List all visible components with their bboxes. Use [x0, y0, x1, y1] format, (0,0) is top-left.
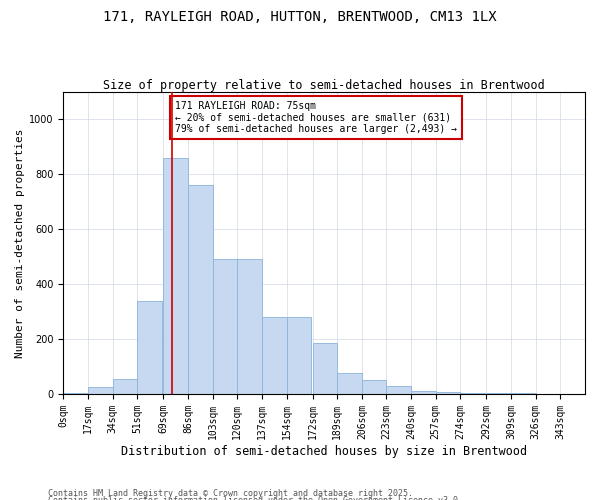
Bar	[313, 343, 337, 394]
Bar	[411, 391, 436, 394]
Bar	[287, 317, 311, 394]
Bar	[460, 393, 485, 394]
Bar	[88, 387, 113, 394]
Text: 171, RAYLEIGH ROAD, HUTTON, BRENTWOOD, CM13 1LX: 171, RAYLEIGH ROAD, HUTTON, BRENTWOOD, C…	[103, 10, 497, 24]
Bar	[436, 392, 460, 394]
Bar	[487, 393, 511, 394]
Text: Contains HM Land Registry data © Crown copyright and database right 2025.: Contains HM Land Registry data © Crown c…	[48, 488, 413, 498]
Bar	[113, 379, 137, 394]
Text: Contains public sector information licensed under the Open Government Licence v3: Contains public sector information licen…	[48, 496, 463, 500]
Bar	[163, 158, 188, 394]
Bar	[188, 186, 212, 394]
Bar	[212, 260, 237, 394]
Y-axis label: Number of semi-detached properties: Number of semi-detached properties	[15, 128, 25, 358]
Bar	[237, 260, 262, 394]
X-axis label: Distribution of semi-detached houses by size in Brentwood: Distribution of semi-detached houses by …	[121, 444, 527, 458]
Bar	[386, 386, 411, 394]
Bar	[137, 300, 162, 394]
Bar	[337, 374, 362, 394]
Title: Size of property relative to semi-detached houses in Brentwood: Size of property relative to semi-detach…	[103, 79, 545, 92]
Text: 171 RAYLEIGH ROAD: 75sqm
← 20% of semi-detached houses are smaller (631)
79% of : 171 RAYLEIGH ROAD: 75sqm ← 20% of semi-d…	[175, 101, 457, 134]
Bar	[262, 317, 287, 394]
Bar	[362, 380, 386, 394]
